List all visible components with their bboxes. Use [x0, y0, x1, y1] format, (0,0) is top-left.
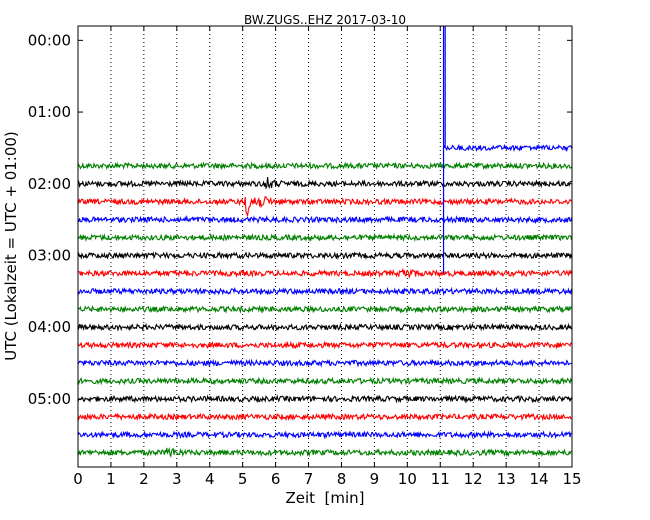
y-tick-label-05:00: 05:00	[28, 390, 71, 408]
grid-lines	[110, 26, 540, 467]
x-tick-label-12: 12	[464, 470, 483, 488]
y-tick-label-00:00: 00:00	[28, 31, 71, 49]
y-tick-label-01:00: 01:00	[28, 103, 71, 121]
plot-area	[78, 26, 572, 467]
trace-line-16	[77, 446, 572, 458]
trace-line-7	[77, 286, 573, 296]
y-axis-label: UTC (Lokalzeit = UTC + 01:00)	[2, 131, 20, 361]
x-tick-label-6: 6	[271, 470, 281, 488]
x-tick-label-9: 9	[370, 470, 380, 488]
trace-line-14	[77, 412, 572, 422]
trace-line-15	[77, 430, 572, 440]
x-tick-label-10: 10	[398, 470, 417, 488]
x-tick-labels: 0 1 2 3 4 5 6 7 8 9 10 11 12 13 14 15	[73, 470, 581, 488]
trace-line-top-blue	[443, 143, 573, 153]
trace-line-6	[77, 267, 573, 280]
x-tick-label-4: 4	[205, 470, 215, 488]
x-tick-label-2: 2	[139, 470, 149, 488]
x-tick-label-8: 8	[337, 470, 347, 488]
trace-line-0	[77, 161, 573, 171]
trace-line-5	[77, 251, 573, 261]
trace-line-4	[77, 232, 573, 243]
trace-line-3	[77, 214, 573, 225]
x-tick-label-14: 14	[530, 470, 549, 488]
trace-line-8	[77, 304, 572, 314]
trace-line-10	[77, 340, 572, 350]
trace-line-1	[77, 177, 572, 190]
plot-frame	[77, 25, 573, 468]
x-tick-label-1: 1	[106, 470, 116, 488]
x-tick-label-13: 13	[497, 470, 516, 488]
x-axis-label: Zeit [min]	[285, 489, 364, 507]
x-tick-label-11: 11	[431, 470, 450, 488]
y-tick-label-04:00: 04:00	[28, 318, 71, 336]
x-tick-label-5: 5	[238, 470, 248, 488]
trace-line-12	[77, 376, 573, 386]
trace-layer	[77, 26, 573, 458]
y-tick-label-03:00: 03:00	[28, 246, 71, 264]
x-tick-label-7: 7	[304, 470, 314, 488]
y-tick-labels: 00:00 01:00 02:00 03:00 04:00 05:00	[28, 31, 71, 408]
trace-line-11	[77, 358, 572, 368]
x-tick-label-15: 15	[562, 470, 581, 488]
tick-layer	[77, 26, 573, 467]
x-tick-label-0: 0	[73, 470, 83, 488]
x-tick-label-3: 3	[172, 470, 182, 488]
trace-line-13	[77, 394, 573, 404]
trace-line-2	[77, 195, 572, 218]
trace-line-9	[77, 322, 572, 332]
y-tick-label-02:00: 02:00	[28, 175, 71, 193]
chart-title: BW.ZUGS..EHZ 2017-03-10	[244, 13, 406, 27]
